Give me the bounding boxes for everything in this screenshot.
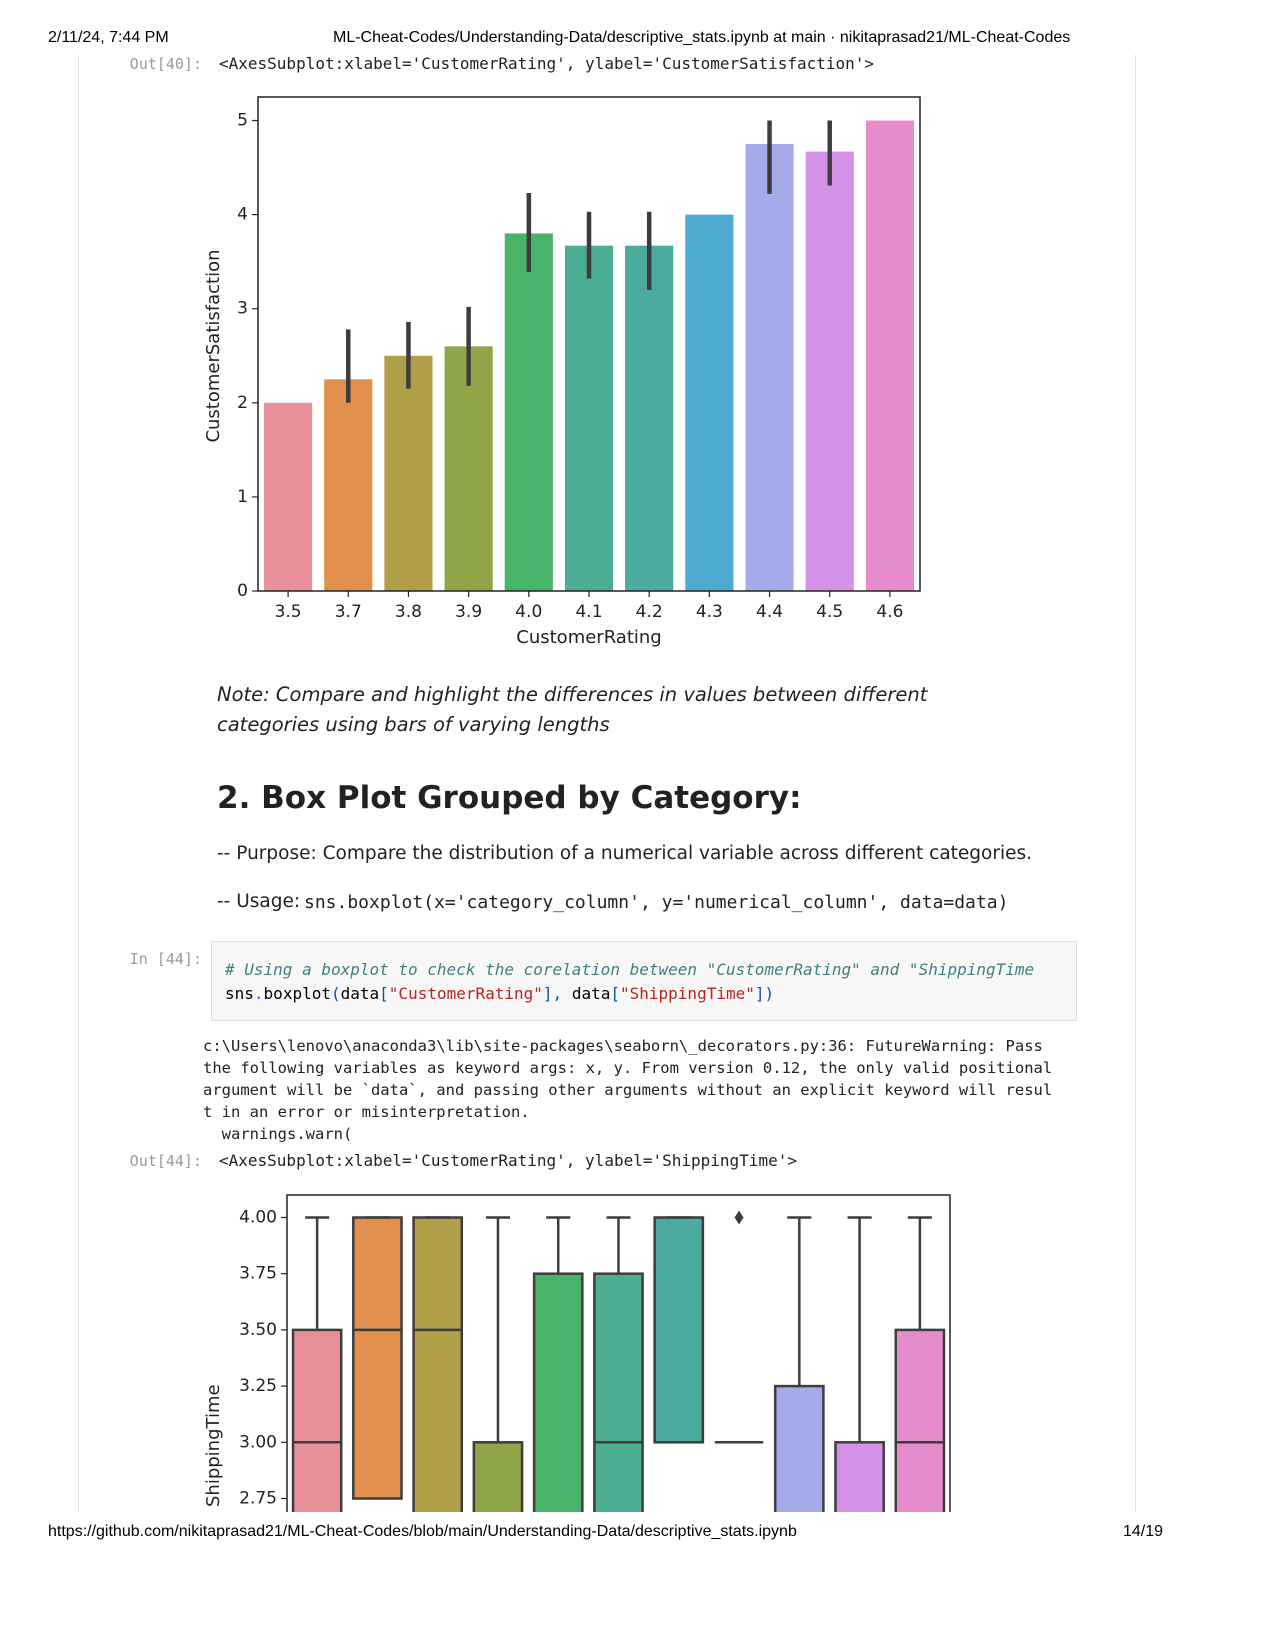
note: Note: Compare and highlight the differen… — [217, 683, 928, 736]
x-tick-label: 4.3 — [696, 602, 723, 622]
bar — [745, 144, 794, 592]
y-axis-label: CustomerSatisfaction — [203, 249, 224, 442]
y-tick-label: 3.00 — [239, 1432, 277, 1452]
code-token: data — [562, 984, 611, 1003]
usage-code: sns.boxplot(x='category_column', y='nume… — [304, 892, 1009, 913]
code-token: "CustomerRating" — [388, 984, 543, 1003]
print-url: https://github.com/nikitaprasad21/ML-Che… — [48, 1523, 797, 1540]
usage-label: -- Usage: — [217, 891, 301, 912]
bar — [865, 120, 914, 592]
output-text: <AxesSubplot:xlabel='CustomerRating', yl… — [219, 54, 875, 73]
box — [352, 1216, 403, 1500]
box — [532, 1272, 584, 1512]
box — [593, 1272, 644, 1512]
bar — [384, 355, 433, 591]
x-tick-label: 4.4 — [756, 602, 783, 622]
y-tick-label: 0 — [237, 581, 248, 601]
code-comment: # Using a boxplot to check the corelatio… — [225, 960, 1035, 979]
bar — [805, 151, 854, 591]
input-prompt: In [44]: — [129, 950, 202, 968]
x-tick-label: 4.2 — [636, 602, 663, 622]
y-tick-label: 3 — [237, 299, 248, 319]
y-tick-label: 2.75 — [239, 1489, 277, 1509]
print-date: 2/11/24, 7:44 PM — [48, 29, 169, 46]
code-token: data — [340, 984, 380, 1003]
bar — [625, 245, 674, 591]
chart: 0 1 2 3 4 5 CustomerSatisfaction 3.5 3.7 3.8 3.9 4.… — [203, 96, 921, 648]
code-line: sns.boxplot(data["CustomerRating"], data… — [225, 984, 774, 1003]
x-tick-label: 3.9 — [455, 602, 482, 622]
y-tick-label: 3.75 — [239, 1264, 277, 1284]
plot-area — [264, 120, 914, 592]
axes-frame — [286, 1194, 951, 1512]
stderr-line: the following variables as keyword args:… — [203, 1059, 1053, 1077]
box — [412, 1216, 464, 1512]
x-tick-label: 4.1 — [575, 602, 602, 622]
code-token: "ShippingTime" — [620, 984, 755, 1003]
bar — [685, 214, 734, 591]
print-title: ML-Cheat-Codes/Understanding-Data/descri… — [333, 29, 1071, 46]
code-token: [ — [610, 984, 620, 1003]
outlier — [734, 1210, 744, 1225]
stderr-line: argument will be `data`, and passing oth… — [203, 1081, 1053, 1099]
y-axis-label: ShippingTime — [203, 1384, 224, 1507]
stderr-output: c:\Users\lenovo\anaconda3\lib\site-packa… — [203, 1035, 1052, 1145]
bar — [444, 346, 493, 591]
y-tick-label: 3.25 — [239, 1376, 277, 1396]
code-token: boxplot — [263, 984, 331, 1003]
heading: 2. Box Plot Grouped by Category: — [217, 780, 802, 816]
stderr-line: c:\Users\lenovo\anaconda3\lib\site-packa… — [203, 1037, 1043, 1055]
x-tick-label: 4.5 — [816, 602, 843, 622]
box — [472, 1441, 524, 1512]
purpose: -- Purpose: Compare the distribution of … — [217, 843, 1032, 864]
output-text: <AxesSubplot:xlabel='CustomerRating', yl… — [219, 1151, 797, 1170]
notebook-border — [1135, 55, 1136, 1512]
notebook-border — [78, 55, 79, 1512]
chart: 2.75 3.00 3.25 3.50 3.75 4.00 ShippingTime — [203, 1194, 951, 1512]
code-cell[interactable]: # Using a boxplot to check the corelatio… — [211, 941, 1077, 1021]
plot-area — [291, 1210, 946, 1512]
x-tick-label: 4.0 — [515, 602, 542, 622]
x-tick-label: 3.8 — [395, 602, 422, 622]
y-tick-label: 1 — [237, 487, 248, 507]
bar — [264, 402, 313, 591]
y-tick-label: 5 — [237, 111, 248, 131]
x-tick-label: 4.6 — [876, 602, 903, 622]
stderr-line: warnings.warn( — [203, 1125, 353, 1143]
x-tick-label: 3.7 — [335, 602, 362, 622]
box — [773, 1384, 825, 1512]
code-token: sns — [225, 984, 254, 1003]
x-tick-label: 3.5 — [275, 602, 302, 622]
page-number: 14/19 — [1123, 1523, 1164, 1540]
x-axis-label: CustomerRating — [516, 627, 661, 648]
stderr-line: t in an error or misinterpretation. — [203, 1103, 530, 1121]
code-token: ( — [330, 984, 341, 1003]
code-token: ]) — [754, 984, 775, 1003]
box — [894, 1328, 946, 1512]
bar — [564, 245, 614, 591]
box — [653, 1216, 705, 1444]
box — [834, 1441, 885, 1512]
code-token: [ — [379, 984, 389, 1003]
bar — [324, 379, 373, 591]
axes-frame — [257, 96, 921, 592]
y-tick-label: 2 — [237, 393, 248, 413]
y-tick-label: 4.00 — [239, 1207, 277, 1227]
box — [291, 1328, 343, 1512]
y-tick-label: 3.50 — [239, 1320, 277, 1340]
y-tick-label: 4 — [237, 205, 248, 225]
code-token: ], — [542, 984, 563, 1003]
output-prompt: Out[44]: — [129, 1152, 202, 1170]
output-prompt: Out[40]: — [129, 55, 202, 73]
code-token: . — [253, 984, 264, 1003]
bar — [504, 233, 553, 591]
